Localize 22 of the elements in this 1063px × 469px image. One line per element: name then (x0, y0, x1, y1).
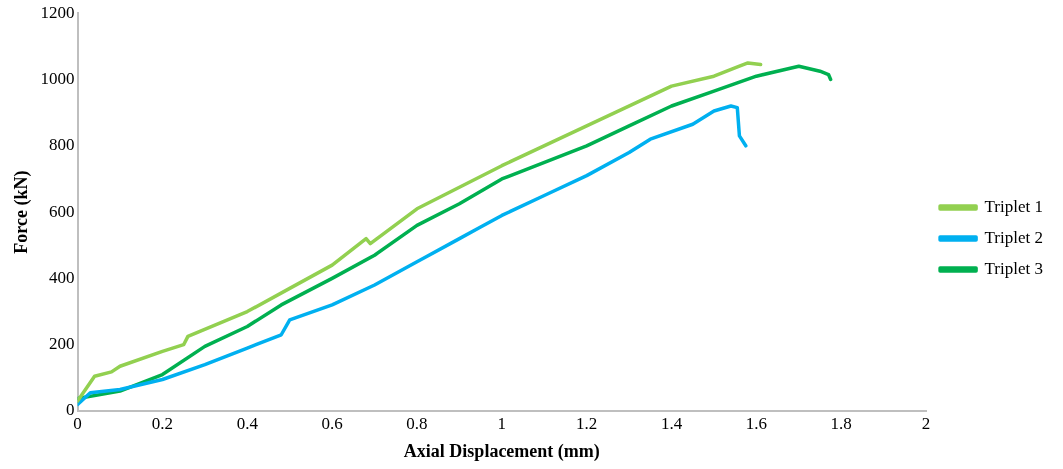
y-tick-label: 1000 (40, 68, 75, 88)
y-tick-label: 600 (49, 201, 75, 221)
y-tick-label: 400 (49, 267, 75, 287)
x-tick-label: 1.6 (745, 413, 768, 433)
x-tick-label: 1.2 (576, 413, 598, 433)
legend-label: Triplet 2 (984, 227, 1044, 247)
x-tick-label: 2 (921, 413, 931, 433)
x-tick-label: 1.8 (830, 413, 852, 433)
x-tick-label: 1.4 (660, 413, 683, 433)
y-axis-title: Force (kN) (11, 170, 33, 254)
legend-label: Triplet 1 (984, 196, 1044, 216)
x-tick-label: 0.4 (236, 413, 259, 433)
x-tick-label: 0.2 (151, 413, 174, 433)
y-tick-label: 1200 (40, 2, 75, 22)
legend-label: Triplet 3 (984, 258, 1044, 278)
x-axis-title: Axial Displacement (mm) (403, 440, 600, 462)
y-tick-label: 200 (49, 334, 75, 354)
x-tick-label: 0.6 (321, 413, 343, 433)
x-tick-label: 1 (497, 413, 507, 433)
x-tick-label: 0.8 (406, 413, 428, 433)
y-tick-label: 0 (66, 400, 75, 420)
y-tick-label: 800 (49, 135, 75, 155)
